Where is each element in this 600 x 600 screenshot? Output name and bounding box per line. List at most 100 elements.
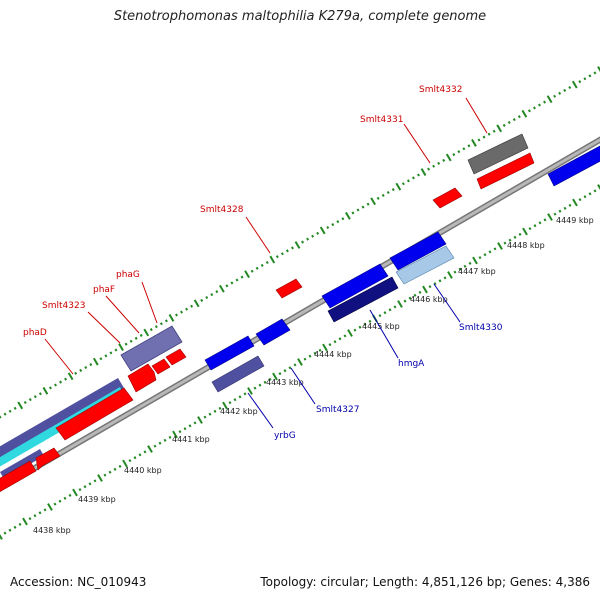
major-tick (47, 503, 53, 511)
gene-label-hmgA: hmgA (398, 359, 425, 369)
minor-tick (218, 406, 222, 410)
minor-tick (432, 164, 436, 168)
minor-tick (243, 392, 247, 396)
minor-tick (513, 235, 517, 239)
genome-backbone (0, 136, 600, 492)
major-tick (347, 329, 353, 337)
minor-tick (563, 88, 567, 92)
minor-tick (133, 456, 137, 460)
minor-tick (366, 202, 370, 206)
minor-tick (8, 528, 12, 532)
minor-tick (288, 366, 292, 370)
minor-tick (118, 464, 122, 468)
major-tick (472, 256, 478, 265)
minor-tick (200, 298, 204, 302)
minor-tick (527, 109, 531, 113)
gene-label-smlt4331: Smlt4331 (360, 115, 403, 125)
kbp-label: 4442 kbp (220, 407, 258, 416)
minor-tick (383, 311, 387, 315)
minor-tick (114, 348, 118, 352)
minor-tick (593, 71, 597, 75)
minor-tick (33, 514, 37, 518)
minor-tick (336, 220, 340, 224)
minor-tick (79, 368, 83, 372)
minor-tick (83, 485, 87, 489)
minor-tick (438, 279, 442, 283)
major-tick (247, 387, 253, 395)
minor-tick (532, 106, 536, 110)
gene-feature (321, 263, 389, 309)
minor-tick (164, 319, 168, 323)
minor-tick (358, 325, 362, 329)
minor-tick (233, 398, 237, 402)
gene-feature (211, 355, 265, 393)
minor-tick (386, 190, 390, 195)
kbp-label: 4444 kbp (314, 350, 352, 359)
major-tick (395, 182, 402, 191)
major-tick (222, 401, 228, 410)
major-tick (42, 386, 49, 395)
minor-tick (3, 412, 7, 416)
major-tick (445, 153, 452, 162)
gene-feature (127, 363, 157, 393)
minor-tick (193, 421, 197, 425)
minor-tick (492, 129, 496, 133)
major-tick (143, 328, 150, 337)
minor-tick (235, 278, 239, 282)
major-tick (0, 534, 3, 540)
minor-tick (381, 193, 385, 197)
minor-tick (59, 380, 63, 384)
major-tick (547, 213, 553, 221)
major-tick (294, 241, 301, 249)
gene-feature (151, 358, 171, 375)
minor-tick (215, 290, 219, 294)
minor-tick (361, 205, 365, 209)
forward-strand-genes (0, 133, 600, 493)
minor-tick (338, 337, 342, 341)
minor-tick (391, 188, 395, 192)
minor-tick (588, 192, 592, 196)
major-tick (447, 271, 453, 279)
minor-tick (578, 198, 582, 202)
gene-feature (327, 276, 399, 323)
minor-tick (225, 284, 229, 288)
minor-tick (280, 252, 284, 256)
minor-tick (428, 285, 432, 289)
gene-label-smlt4330: Smlt4330 (459, 323, 503, 333)
minor-tick (8, 409, 12, 413)
minor-tick (403, 299, 407, 303)
minor-tick (3, 531, 7, 535)
minor-tick (328, 343, 332, 347)
kbp-label: 4445 kbp (362, 322, 400, 331)
gene-label-smlt4328: Smlt4328 (200, 205, 244, 215)
major-tick (522, 227, 528, 236)
major-tick (92, 357, 99, 366)
minor-tick (208, 412, 212, 416)
tick-row-bottom (0, 184, 600, 540)
minor-tick (213, 409, 217, 413)
minor-tick (263, 380, 267, 384)
major-tick (297, 358, 303, 366)
minor-tick (124, 342, 128, 346)
minor-tick (331, 223, 335, 227)
minor-tick (378, 314, 382, 318)
minor-tick (185, 307, 189, 311)
major-tick (72, 488, 78, 497)
minor-tick (0, 415, 2, 419)
minor-tick (250, 269, 254, 273)
minor-tick (413, 293, 417, 297)
minor-tick (158, 441, 162, 445)
tick-row-top (0, 66, 600, 419)
major-tick (22, 517, 28, 526)
kbp-label: 4443 kbp (266, 378, 304, 387)
major-tick (546, 95, 553, 104)
minor-tick (149, 328, 153, 332)
minor-tick (153, 444, 157, 448)
minor-tick (128, 459, 132, 463)
minor-tick (452, 153, 456, 157)
minor-tick (283, 369, 287, 373)
minor-tick (351, 211, 355, 215)
minor-tick (487, 132, 491, 136)
major-tick (219, 284, 225, 293)
minor-tick (512, 118, 516, 122)
